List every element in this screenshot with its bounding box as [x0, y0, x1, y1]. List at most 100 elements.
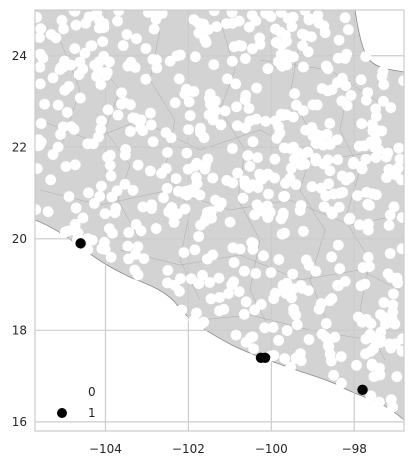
series-0-point	[270, 23, 281, 35]
series-0-point	[353, 140, 365, 152]
series-0-point	[82, 138, 94, 150]
series-0-point	[214, 292, 226, 303]
series-0-point	[231, 101, 242, 113]
series-0-point	[246, 10, 258, 21]
series-0-point	[365, 390, 377, 402]
series-0-point	[258, 250, 269, 262]
series-0-point	[381, 172, 392, 183]
series-0-point	[247, 179, 259, 191]
series-0-point	[334, 263, 346, 275]
series-0-point	[252, 152, 263, 164]
series-0-point	[244, 115, 256, 127]
axes-frame	[34, 9, 405, 432]
series-0-point	[63, 191, 75, 203]
axes-border	[34, 9, 405, 432]
series-0-point	[285, 361, 296, 373]
series-0-point	[273, 335, 284, 346]
series-0-point	[389, 318, 401, 330]
series-0-point	[371, 111, 382, 122]
series-0-point	[391, 272, 403, 284]
series-0-point	[323, 339, 334, 351]
boundary-line	[199, 314, 371, 341]
series-0-point	[59, 226, 71, 238]
series-0-point	[300, 30, 311, 41]
series-0-point	[377, 66, 389, 77]
series-0-point	[144, 165, 156, 177]
series-0-point	[69, 159, 81, 171]
series-0-point	[39, 98, 50, 110]
series-0-point	[267, 322, 279, 333]
series-0-point	[61, 107, 73, 118]
series-0-point	[335, 351, 347, 362]
series-0-point	[228, 41, 240, 53]
series-0-point	[374, 362, 385, 374]
series-0-point	[233, 15, 245, 27]
series-0-point	[221, 73, 233, 85]
series-0-point	[79, 47, 91, 59]
series-0-point	[158, 192, 169, 204]
series-0-point	[228, 257, 240, 268]
legend-marker-0	[56, 386, 68, 398]
y-tick-label: 16	[12, 415, 27, 429]
series-0-point	[226, 55, 238, 67]
series-0-point	[162, 147, 173, 158]
series-0-point	[59, 84, 71, 96]
series-0-point	[362, 224, 374, 236]
series-0-point	[332, 52, 344, 64]
series-0-point	[378, 95, 389, 107]
series-0-point	[323, 178, 334, 190]
series-0-point	[307, 126, 319, 138]
series-0-point	[150, 223, 162, 234]
series-0-point	[145, 119, 157, 131]
legend: 01	[56, 385, 96, 420]
series-0-point	[326, 251, 337, 263]
series-0-point	[146, 199, 158, 211]
series-0-point	[86, 234, 98, 246]
series-0-point	[281, 277, 293, 289]
series-0-point	[357, 262, 369, 273]
series-0-point	[151, 54, 162, 66]
series-0-point	[291, 319, 303, 331]
series-0-point	[383, 220, 395, 231]
series-0-point	[162, 265, 174, 276]
series-0-point	[77, 212, 89, 224]
series-0-point	[333, 201, 345, 213]
series-0-point	[262, 63, 274, 75]
series-0-point	[259, 322, 271, 334]
series-0-point	[392, 162, 404, 174]
series-0-point	[124, 99, 136, 111]
series-0-point	[35, 136, 47, 148]
series-0-point	[333, 34, 345, 46]
series-1-point	[259, 352, 271, 363]
series-0-point	[286, 292, 297, 304]
series-0-point	[231, 120, 243, 131]
series-0-point	[123, 253, 134, 265]
x-tick-label: −102	[172, 442, 205, 456]
y-tick-label: 20	[12, 232, 27, 246]
legend-label-1: 1	[88, 406, 96, 420]
series-0-point	[244, 160, 256, 172]
series-0-point	[56, 15, 68, 26]
series-0-point	[127, 184, 139, 196]
series-0-point	[275, 49, 287, 60]
series-0-point	[362, 198, 374, 210]
series-0-point	[336, 95, 348, 107]
series-0-point	[104, 149, 116, 161]
series-0-point	[380, 151, 392, 163]
legend-label-0: 0	[88, 385, 96, 399]
series-0-point	[35, 78, 46, 90]
series-0-point	[356, 163, 368, 175]
series-0-point	[95, 79, 107, 90]
series-0-point	[247, 331, 259, 343]
series-0-point	[289, 88, 300, 100]
series-0-point	[260, 115, 271, 127]
series-0-point	[95, 123, 107, 135]
series-0-point	[179, 203, 191, 215]
series-0-point	[378, 297, 390, 308]
series-0-point	[112, 109, 124, 121]
series-0-point	[140, 73, 152, 85]
series-0-point	[137, 201, 149, 213]
series-0-point	[322, 63, 334, 75]
series-0-point	[96, 115, 107, 127]
series-0-point	[47, 72, 59, 84]
